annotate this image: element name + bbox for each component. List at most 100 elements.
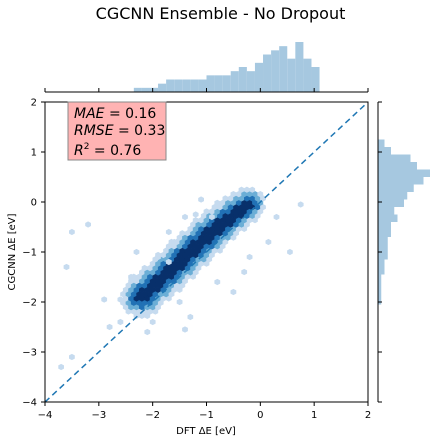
hexbin-cell bbox=[182, 243, 188, 250]
top-marginal-bar bbox=[133, 87, 142, 92]
stats-box bbox=[67, 101, 167, 161]
hexbin-cell bbox=[214, 278, 221, 286]
right-marginal-histogram bbox=[378, 139, 430, 305]
right-marginal-bar bbox=[378, 289, 382, 297]
hexbin-cell bbox=[171, 260, 178, 267]
hexbin-cell bbox=[149, 295, 156, 302]
hexbin-cell bbox=[139, 278, 145, 285]
x-tick-label: −1 bbox=[199, 410, 214, 421]
y-tick-label: 2 bbox=[31, 98, 37, 109]
right-marginal-bar bbox=[378, 274, 382, 282]
hexbin-cell bbox=[176, 234, 183, 241]
hexbin-cell bbox=[246, 199, 253, 206]
hexbin-cell bbox=[192, 217, 199, 224]
hexbin-cell bbox=[246, 217, 253, 224]
hexbin-cell bbox=[230, 234, 237, 241]
hexbin-cell bbox=[136, 282, 143, 289]
hexbin-cell bbox=[163, 273, 169, 280]
top-marginal-bar bbox=[149, 87, 159, 92]
x-tick-label: −2 bbox=[145, 410, 160, 421]
hexbin-cell bbox=[163, 282, 169, 289]
hexbin-cell bbox=[184, 247, 191, 254]
hexbin-cell bbox=[130, 299, 137, 306]
hexbin-cell bbox=[157, 273, 164, 280]
hexbin-cell bbox=[139, 269, 145, 276]
right-marginal-bar bbox=[378, 147, 391, 155]
hexbin-cell bbox=[244, 186, 250, 193]
hexbin-cell bbox=[203, 260, 210, 267]
hexbin-cell bbox=[149, 269, 156, 276]
hexbin-cell bbox=[249, 212, 256, 219]
hexbin-cell bbox=[233, 204, 239, 211]
hexbin-cell bbox=[217, 230, 223, 237]
hexbin-cell bbox=[165, 258, 172, 266]
hexbin-cell bbox=[225, 199, 231, 206]
hexbin-cell bbox=[244, 221, 250, 228]
hexbin-cell bbox=[184, 256, 191, 263]
hexbin-cell bbox=[160, 260, 167, 267]
hexbin-cell bbox=[168, 264, 175, 272]
hexbin-cell bbox=[128, 295, 134, 302]
hexbin-cell bbox=[230, 199, 237, 206]
hexbin-cell bbox=[238, 186, 245, 193]
hexbin-cell bbox=[184, 230, 191, 237]
hexbin-cell bbox=[125, 299, 132, 306]
hexbin-cell bbox=[230, 217, 237, 224]
hexbin-cell bbox=[235, 191, 242, 198]
hexbin-cell bbox=[130, 282, 137, 289]
top-marginal-bar bbox=[158, 83, 167, 92]
hexbin-cell bbox=[182, 234, 188, 241]
hexbin-cell bbox=[195, 238, 202, 245]
hexbin-cell bbox=[230, 288, 237, 296]
hexbin-cell bbox=[128, 286, 134, 293]
hexbin-cell bbox=[238, 221, 245, 228]
hexbin-cell bbox=[209, 225, 215, 232]
top-marginal-bar bbox=[222, 75, 231, 92]
hexbin-cell bbox=[176, 260, 183, 267]
hexbin-cell bbox=[141, 264, 148, 272]
hexbin-cell bbox=[139, 304, 145, 311]
hexbin-cell bbox=[176, 298, 183, 306]
hexbin-cell bbox=[187, 234, 194, 241]
hexbin-cell bbox=[203, 217, 210, 224]
hexbin-cell bbox=[273, 213, 280, 221]
right-marginal-bar bbox=[378, 184, 414, 192]
hexbin-cell bbox=[171, 238, 178, 246]
hexbin-cell bbox=[246, 253, 253, 261]
hexbin-cell bbox=[238, 195, 245, 202]
hexbin-cell bbox=[128, 278, 134, 285]
hexbin-cell bbox=[233, 212, 239, 219]
hexbin-cell bbox=[222, 195, 229, 202]
hexbin-cell bbox=[155, 269, 161, 276]
hexbin-cell bbox=[217, 247, 223, 254]
hexbin-cell bbox=[198, 243, 204, 250]
hexbin-cell bbox=[225, 208, 231, 215]
hexbin-cell bbox=[122, 286, 129, 293]
hexbin-cell bbox=[195, 221, 202, 228]
hexbin-cell bbox=[235, 217, 242, 224]
hexbin-cell bbox=[254, 204, 261, 211]
top-marginal-bar bbox=[182, 79, 191, 92]
top-marginal-bar bbox=[271, 50, 280, 92]
hexbin-cell bbox=[157, 282, 164, 289]
hexbin-cell bbox=[195, 264, 202, 272]
hexbin-cell bbox=[174, 282, 180, 289]
hexbin-cell bbox=[139, 312, 145, 319]
hexbin-cell bbox=[168, 247, 175, 254]
hexbin-cell bbox=[147, 308, 153, 315]
hexbin-cell bbox=[139, 286, 145, 293]
hexbin-cell bbox=[241, 268, 248, 276]
hexbin-cell bbox=[149, 286, 156, 293]
hexbin-cell bbox=[235, 199, 242, 206]
hexbin-cell bbox=[260, 204, 266, 211]
hexbin-cell bbox=[233, 230, 239, 237]
hexbin-cell bbox=[69, 353, 75, 361]
hexbin-cell bbox=[192, 234, 199, 241]
hexbin-cell bbox=[144, 269, 151, 276]
hexbin-cell bbox=[206, 238, 213, 245]
hexbin-cell bbox=[152, 299, 159, 306]
hexbin-cell bbox=[297, 201, 304, 208]
hexbin-cell bbox=[160, 278, 167, 285]
top-marginal-bar bbox=[295, 42, 304, 92]
